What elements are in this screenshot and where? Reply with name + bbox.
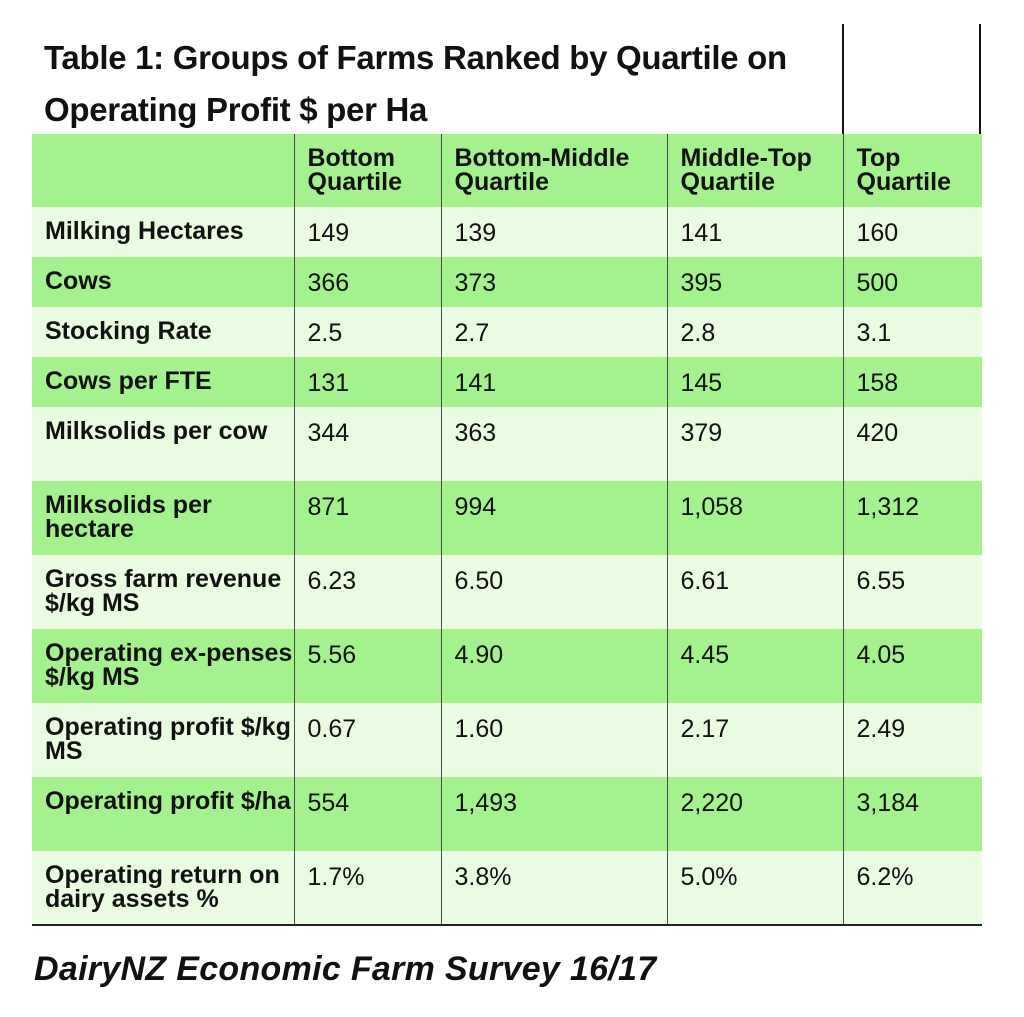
table-cell: 366	[293, 257, 441, 307]
table-cell: 1,058	[666, 481, 843, 555]
row-label: Cows per FTE	[32, 357, 294, 407]
table-row: Cows per FTE 131 141 145 158	[32, 357, 982, 407]
table-cell: 0.67	[293, 703, 441, 777]
title-divider-right	[979, 24, 981, 134]
header-cell-bottom: Bottom Quartile	[293, 134, 441, 207]
table-cell: 1,493	[440, 777, 667, 851]
table-cell: 363	[440, 407, 667, 481]
table-cell: 994	[440, 481, 667, 555]
table-cell: 160	[842, 207, 982, 257]
header-row: Bottom Quartile Bottom-Middle Quartile M…	[32, 134, 982, 207]
table-row: Gross farm revenue $/kg MS 6.23 6.50 6.61 6.…	[32, 555, 982, 629]
table-row: Milksolids per hectare 871 994 1,058 1,312	[32, 481, 982, 555]
table-row: Milksolids per cow 344 363 379 420	[32, 407, 982, 481]
table-cell: 2.8	[666, 307, 843, 357]
table-cell: 4.45	[666, 629, 843, 703]
table-row: Stocking Rate 2.5 2.7 2.8 3.1	[32, 307, 982, 357]
table-cell: 373	[440, 257, 667, 307]
table-cell: 420	[842, 407, 982, 481]
row-label: Milksolids per cow	[32, 407, 294, 481]
table-cell: 2.49	[842, 703, 982, 777]
row-label: Milking Hectares	[32, 207, 294, 257]
title-divider-left	[842, 24, 844, 134]
row-label: Gross farm revenue $/kg MS	[32, 555, 294, 629]
table-cell: 1.7%	[293, 851, 441, 926]
table-cell: 379	[666, 407, 843, 481]
table-cell: 4.90	[440, 629, 667, 703]
table-cell: 2.17	[666, 703, 843, 777]
table-cell: 131	[293, 357, 441, 407]
table-row: Cows 366 373 395 500	[32, 257, 982, 307]
row-label: Cows	[32, 257, 294, 307]
table-cell: 3.1	[842, 307, 982, 357]
table-cell: 871	[293, 481, 441, 555]
header-cell-blank	[32, 134, 294, 207]
header-cell-bottom-middle: Bottom-Middle Quartile	[440, 134, 667, 207]
header-cell-middle-top: Middle-Top Quartile	[666, 134, 843, 207]
table-cell: 2,220	[666, 777, 843, 851]
table-cell: 6.55	[842, 555, 982, 629]
source-caption: DairyNZ Economic Farm Survey 16/17	[34, 950, 657, 988]
table-row: Operating profit $/kg MS 0.67 1.60 2.17 2.49	[32, 703, 982, 777]
table-cell: 158	[842, 357, 982, 407]
row-label: Milksolids per hectare	[32, 481, 294, 555]
quartile-table: Bottom Quartile Bottom-Middle Quartile M…	[32, 134, 982, 926]
table-cell: 3.8%	[440, 851, 667, 926]
table-cell: 145	[666, 357, 843, 407]
table-cell: 500	[842, 257, 982, 307]
row-label: Operating profit $/kg MS	[32, 703, 294, 777]
table-row: Milking Hectares 149 139 141 160	[32, 207, 982, 257]
table-cell: 6.50	[440, 555, 667, 629]
table-cell: 2.7	[440, 307, 667, 357]
table-cell: 5.0%	[666, 851, 843, 926]
table-cell: 344	[293, 407, 441, 481]
table-cell: 141	[666, 207, 843, 257]
table-cell: 6.23	[293, 555, 441, 629]
table-cell: 2.5	[293, 307, 441, 357]
header-cell-top: Top Quartile	[842, 134, 982, 207]
row-label: Operating profit $/ha	[32, 777, 294, 851]
table-cell: 3,184	[842, 777, 982, 851]
table-cell: 6.2%	[842, 851, 982, 926]
table-cell: 5.56	[293, 629, 441, 703]
table-cell: 395	[666, 257, 843, 307]
table-row: Operating profit $/ha 554 1,493 2,220 3,184	[32, 777, 982, 851]
table-cell: 554	[293, 777, 441, 851]
row-label: Stocking Rate	[32, 307, 294, 357]
table-cell: 4.05	[842, 629, 982, 703]
table-row: Operating ex-penses $/kg MS 5.56 4.90 4.45 4…	[32, 629, 982, 703]
table-cell: 139	[440, 207, 667, 257]
row-label: Operating return on dairy assets %	[32, 851, 294, 926]
row-label: Operating ex-penses $/kg MS	[32, 629, 294, 703]
table-row: Operating return on dairy assets % 1.7% 3.…	[32, 851, 982, 926]
table-title: Table 1: Groups of Farms Ranked by Quart…	[44, 39, 787, 128]
table-cell: 141	[440, 357, 667, 407]
table-cell: 6.61	[666, 555, 843, 629]
table-cell: 1,312	[842, 481, 982, 555]
table-cell: 1.60	[440, 703, 667, 777]
table-cell: 149	[293, 207, 441, 257]
